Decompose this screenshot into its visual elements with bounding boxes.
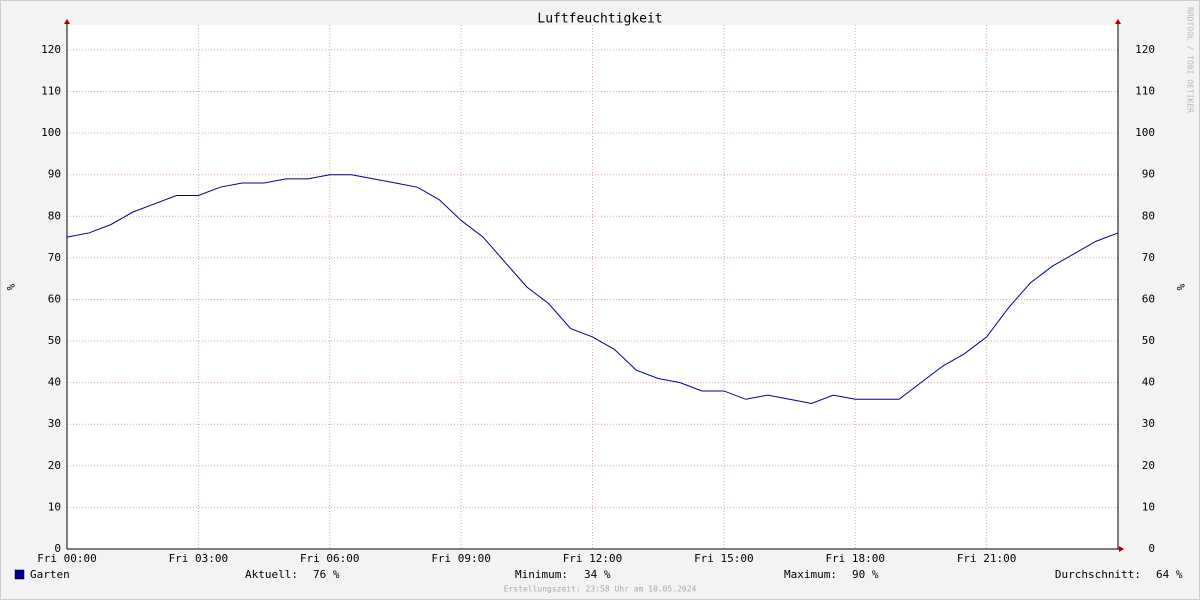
stat-label: Aktuell: [245, 568, 298, 581]
y2-tick-label: 40 [1142, 376, 1155, 389]
stat-value: 64 % [1156, 568, 1183, 581]
y2-tick-label: 50 [1142, 334, 1155, 347]
x-tick-label: Fri 00:00 [37, 552, 97, 565]
y-tick-label: 0 [54, 542, 61, 555]
y-tick-label: 30 [48, 417, 61, 430]
y-tick-label: 110 [41, 85, 61, 98]
x-tick-label: Fri 18:00 [825, 552, 885, 565]
stat-label: Durchschnitt: [1055, 568, 1141, 581]
y2-tick-label: 100 [1135, 126, 1155, 139]
y2-axis-label: % [1174, 284, 1187, 291]
y-tick-label: 50 [48, 334, 61, 347]
x-tick-label: Fri 12:00 [563, 552, 623, 565]
y-tick-label: 70 [48, 251, 61, 264]
y-axis-label: % [4, 284, 17, 291]
y-tick-label: 60 [48, 292, 61, 305]
y-tick-label: 20 [48, 459, 61, 472]
y2-tick-label: 110 [1135, 85, 1155, 98]
data-line [66, 174, 1119, 404]
y-tick-label: 80 [48, 209, 61, 222]
y-tick-label: 40 [48, 376, 61, 389]
legend-label: Garten [30, 568, 70, 581]
x-tick-label: Fri 06:00 [300, 552, 360, 565]
y2-tick-label: 80 [1142, 209, 1155, 222]
y2-tick-label: 60 [1142, 292, 1155, 305]
axis-arrow [1115, 19, 1121, 24]
legend-swatch [14, 569, 25, 580]
y2-tick-label: 70 [1142, 251, 1155, 264]
y2-tick-label: 0 [1148, 542, 1155, 555]
x-tick-label: Fri 21:00 [957, 552, 1017, 565]
y-tick-label: 120 [41, 43, 61, 56]
stat-value: 90 % [852, 568, 879, 581]
stat-value: 76 % [313, 568, 340, 581]
y-tick-label: 90 [48, 168, 61, 181]
footer: Erstellungszeit: 23:58 Uhr am 10.05.2024 [504, 585, 697, 594]
axis-arrow [64, 19, 70, 24]
stat-label: Maximum: [784, 568, 837, 581]
y2-tick-label: 90 [1142, 168, 1155, 181]
y-tick-label: 100 [41, 126, 61, 139]
y2-tick-label: 10 [1142, 500, 1155, 513]
x-tick-label: Fri 09:00 [431, 552, 491, 565]
x-tick-label: Fri 15:00 [694, 552, 754, 565]
stat-value: 34 % [584, 568, 611, 581]
x-tick-label: Fri 03:00 [169, 552, 229, 565]
y2-tick-label: 30 [1142, 417, 1155, 430]
y2-tick-label: 120 [1135, 43, 1155, 56]
y-tick-label: 10 [48, 500, 61, 513]
credit: RRDTOOL / TOBI OETIKER [1186, 7, 1195, 113]
axis-arrow [1119, 546, 1124, 552]
stat-label: Minimum: [515, 568, 568, 581]
y2-tick-label: 20 [1142, 459, 1155, 472]
chart-title: Luftfeuchtigkeit [537, 12, 662, 27]
